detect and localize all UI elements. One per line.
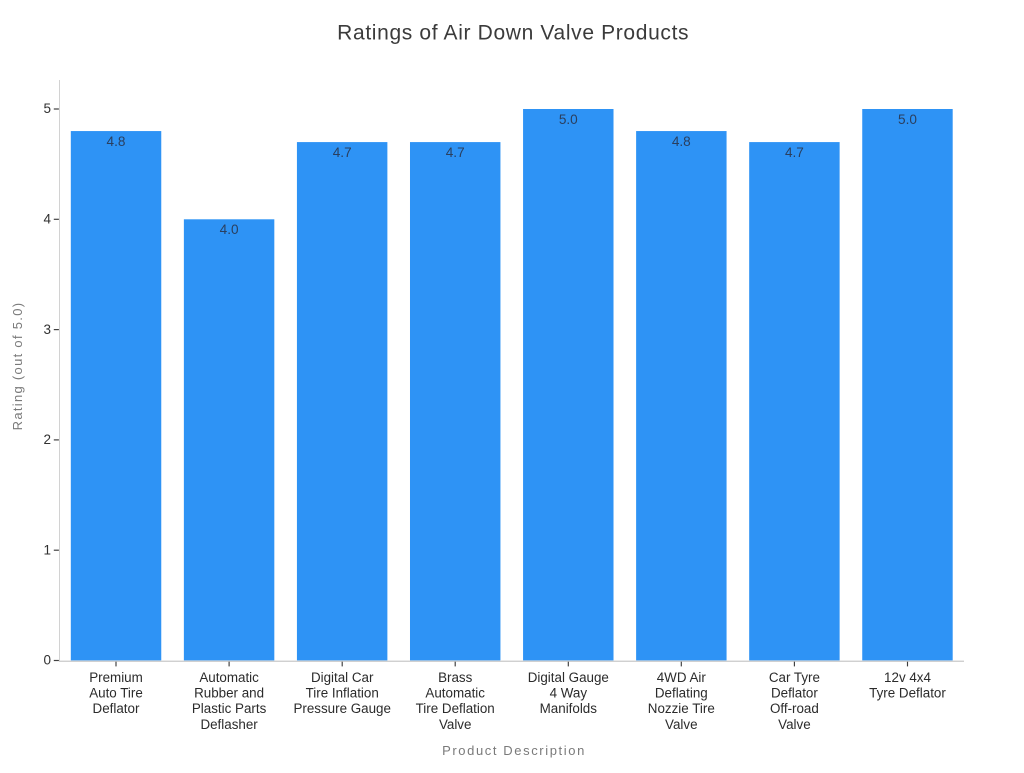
svg-text:4.8: 4.8 <box>672 134 691 149</box>
svg-text:Product Description: Product Description <box>442 743 586 758</box>
svg-text:Rating (out of 5.0): Rating (out of 5.0) <box>10 302 25 431</box>
svg-text:5: 5 <box>43 101 51 116</box>
svg-text:3: 3 <box>43 322 51 337</box>
svg-text:4.7: 4.7 <box>785 145 804 160</box>
svg-text:1: 1 <box>43 542 51 557</box>
svg-text:4.7: 4.7 <box>446 145 465 160</box>
svg-text:5.0: 5.0 <box>898 112 917 127</box>
svg-text:5.0: 5.0 <box>559 112 578 127</box>
svg-text:4: 4 <box>43 212 51 227</box>
svg-text:4.0: 4.0 <box>220 222 239 237</box>
svg-text:0: 0 <box>43 653 51 668</box>
svg-text:4.8: 4.8 <box>107 134 126 149</box>
svg-text:2: 2 <box>43 432 51 447</box>
svg-text:4.7: 4.7 <box>333 145 352 160</box>
svg-text:Ratings of Air Down Valve Prod: Ratings of Air Down Valve Products <box>337 22 689 45</box>
